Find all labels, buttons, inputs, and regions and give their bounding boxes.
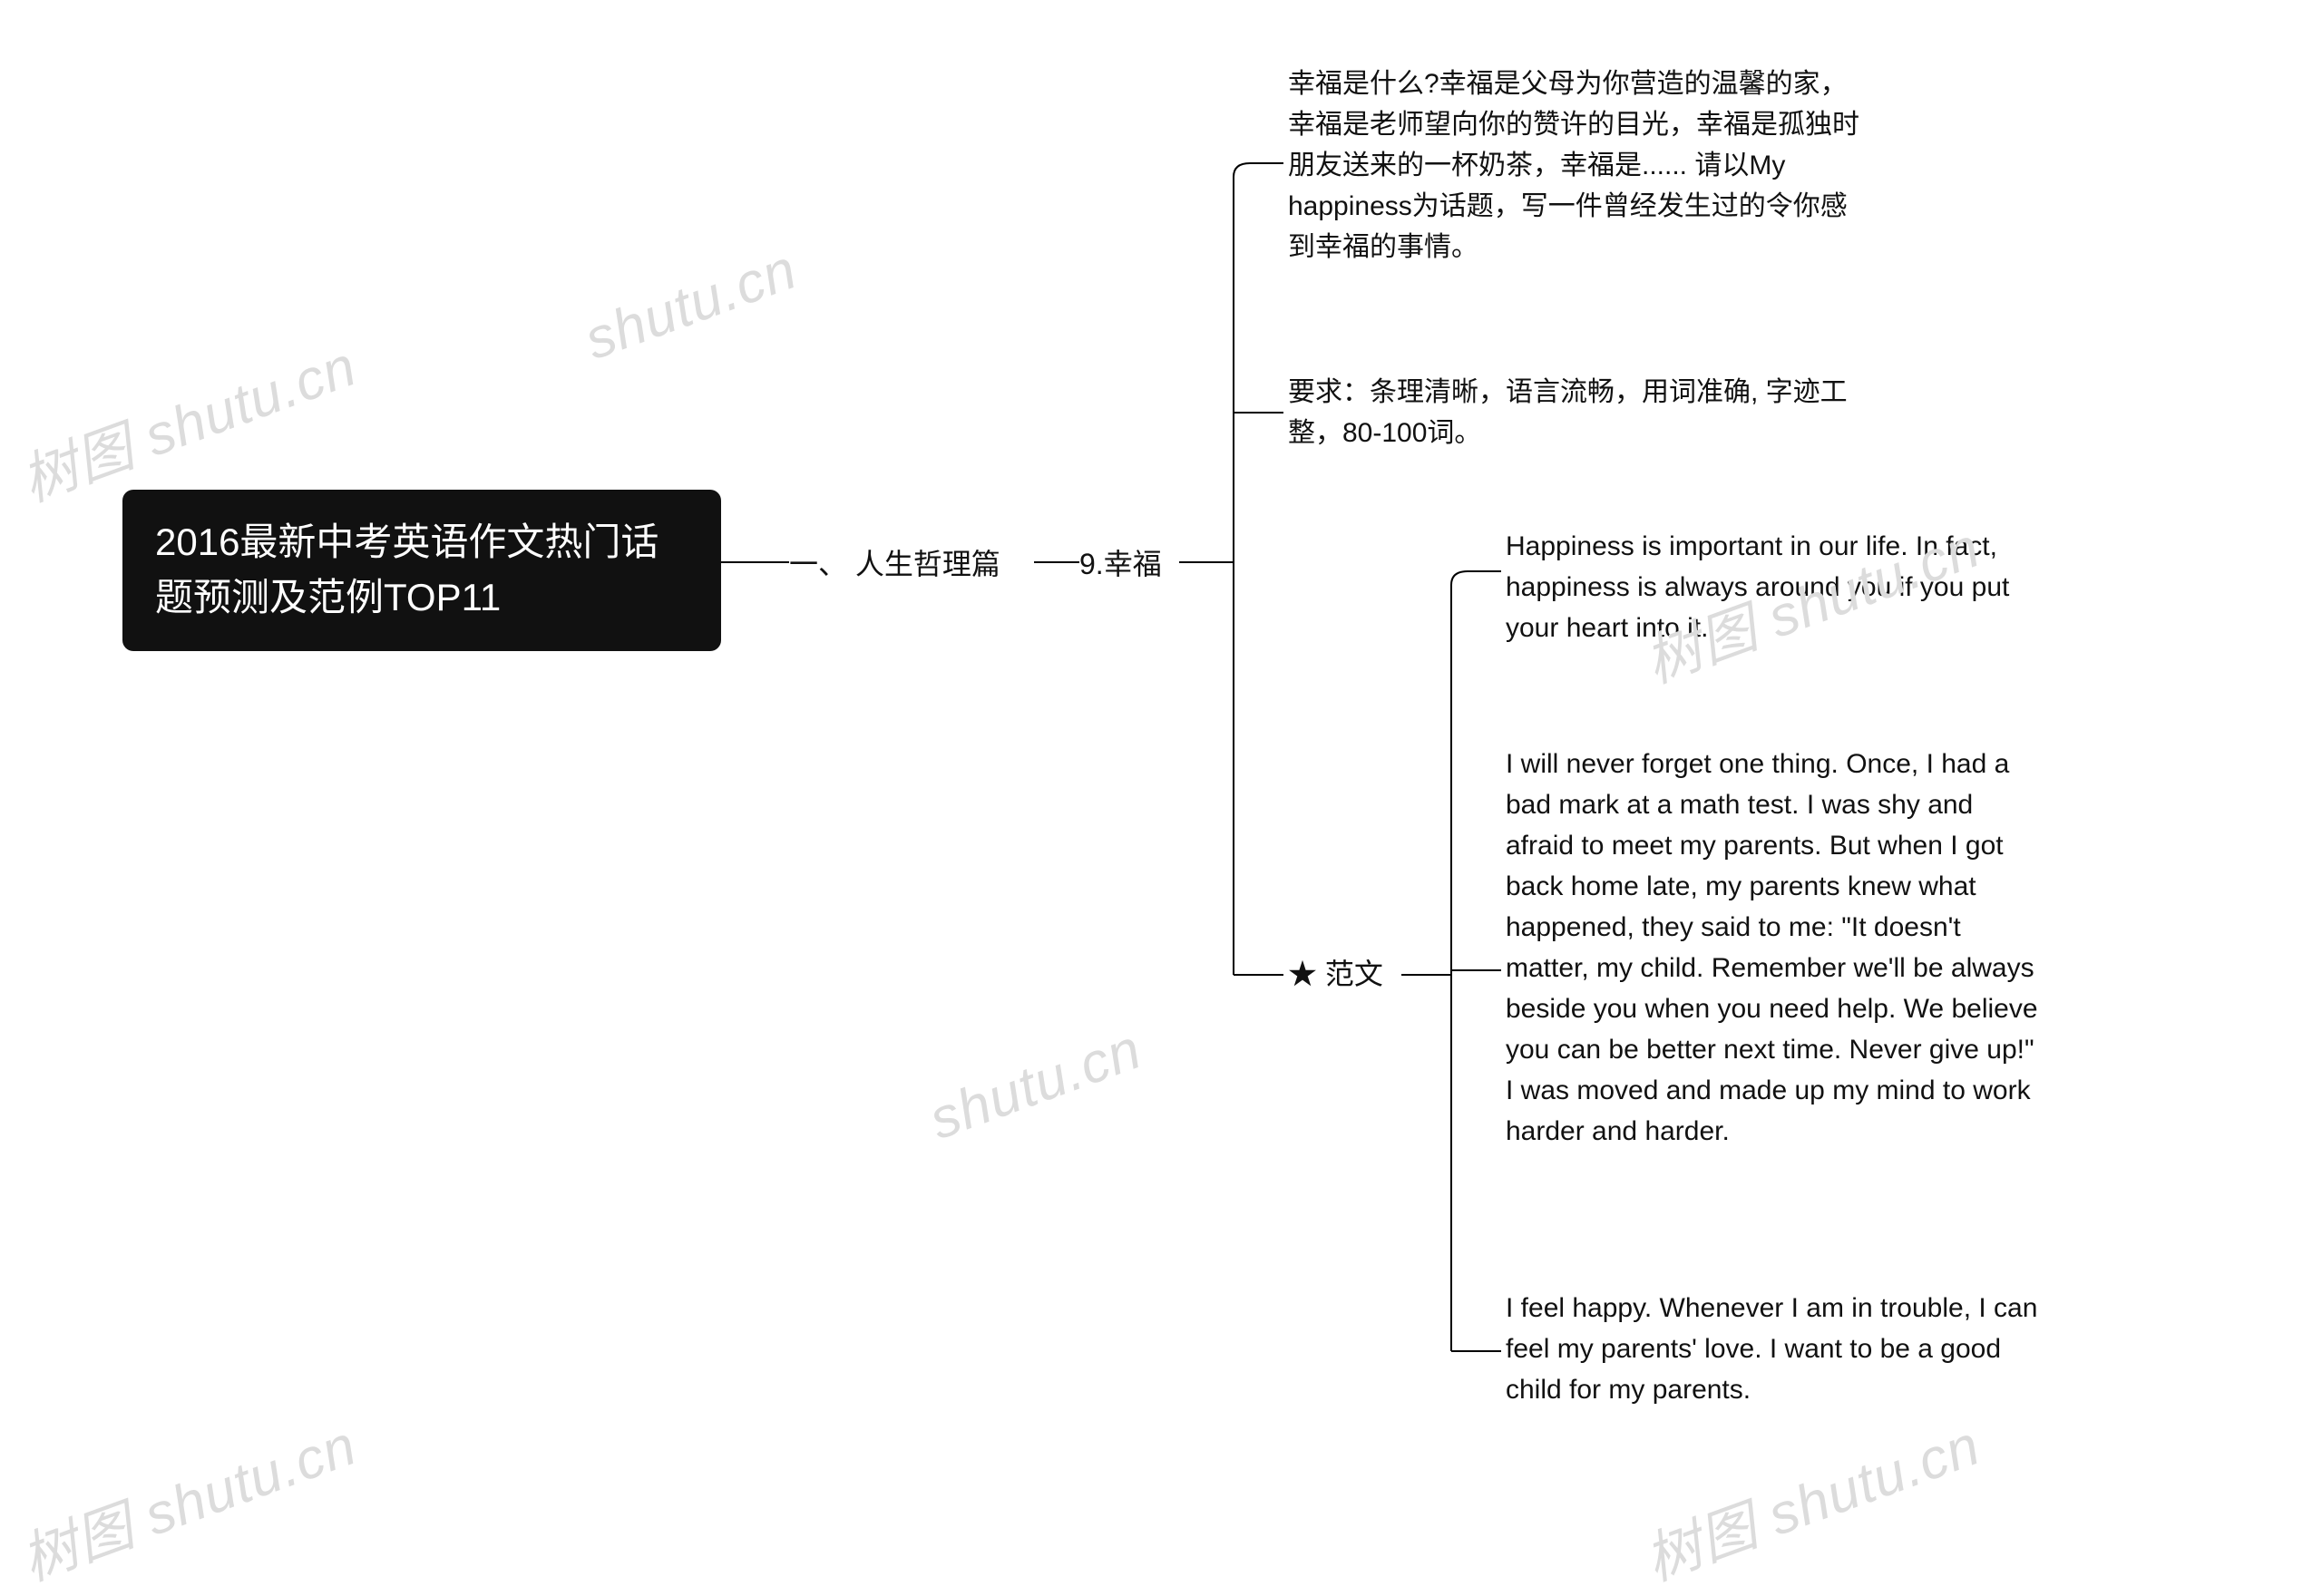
- root-text: 2016最新中考英语作文热门话题预测及范例TOP11: [155, 521, 659, 618]
- watermark-text: 树图 shutu.cn: [14, 335, 365, 513]
- leaf-requirement: 要求：条理清晰，语言流畅，用词准确, 字迹工整，80-100词。: [1288, 372, 1868, 453]
- leaf-text: I will never forget one thing. Once, I h…: [1506, 749, 2038, 1146]
- watermark-text: shutu.cn: [922, 1017, 1149, 1152]
- node-level2: 9.幸福: [1079, 542, 1162, 586]
- node-text: 一、 人生哲理篇: [789, 548, 1000, 580]
- watermark-text: 树图 shutu.cn: [14, 1414, 365, 1592]
- watermark: shutu.cn: [922, 1017, 1150, 1153]
- watermark-text: 树图 shutu.cn: [1637, 1414, 1988, 1592]
- watermark: 树图 shutu.cn: [8, 320, 366, 517]
- leaf-prompt: 幸福是什么?幸福是父母为你营造的温馨的家，幸福是老师望向你的赞许的目光，幸福是孤…: [1288, 63, 1868, 268]
- root-node: 2016最新中考英语作文热门话题预测及范例TOP11: [122, 490, 721, 651]
- leaf-text: 要求：条理清晰，语言流畅，用词准确, 字迹工整，80-100词。: [1288, 377, 1848, 448]
- node-text: ★ 范文: [1288, 958, 1383, 990]
- leaf-text: I feel happy. Whenever I am in trouble, …: [1506, 1293, 2037, 1405]
- leaf-essay-para1: Happiness is important in our life. In f…: [1506, 526, 2041, 648]
- leaf-text: 幸福是什么?幸福是父母为你营造的温馨的家，幸福是老师望向你的赞许的目光，幸福是孤…: [1288, 69, 1859, 262]
- node-text: 9.幸福: [1079, 548, 1162, 580]
- watermark: 树图 shutu.cn: [8, 1399, 366, 1596]
- watermark: shutu.cn: [577, 237, 805, 373]
- node-level3: ★ 范文: [1288, 952, 1383, 996]
- leaf-essay-para3: I feel happy. Whenever I am in trouble, …: [1506, 1288, 2041, 1410]
- mindmap-canvas: 2016最新中考英语作文热门话题预测及范例TOP11 一、 人生哲理篇 9.幸福…: [0, 0, 2322, 1572]
- node-level1: 一、 人生哲理篇: [789, 542, 1000, 586]
- watermark: 树图 shutu.cn: [1632, 1399, 1989, 1596]
- leaf-essay-para2: I will never forget one thing. Once, I h…: [1506, 744, 2041, 1152]
- leaf-text: Happiness is important in our life. In f…: [1506, 531, 2009, 643]
- watermark-text: shutu.cn: [577, 238, 805, 372]
